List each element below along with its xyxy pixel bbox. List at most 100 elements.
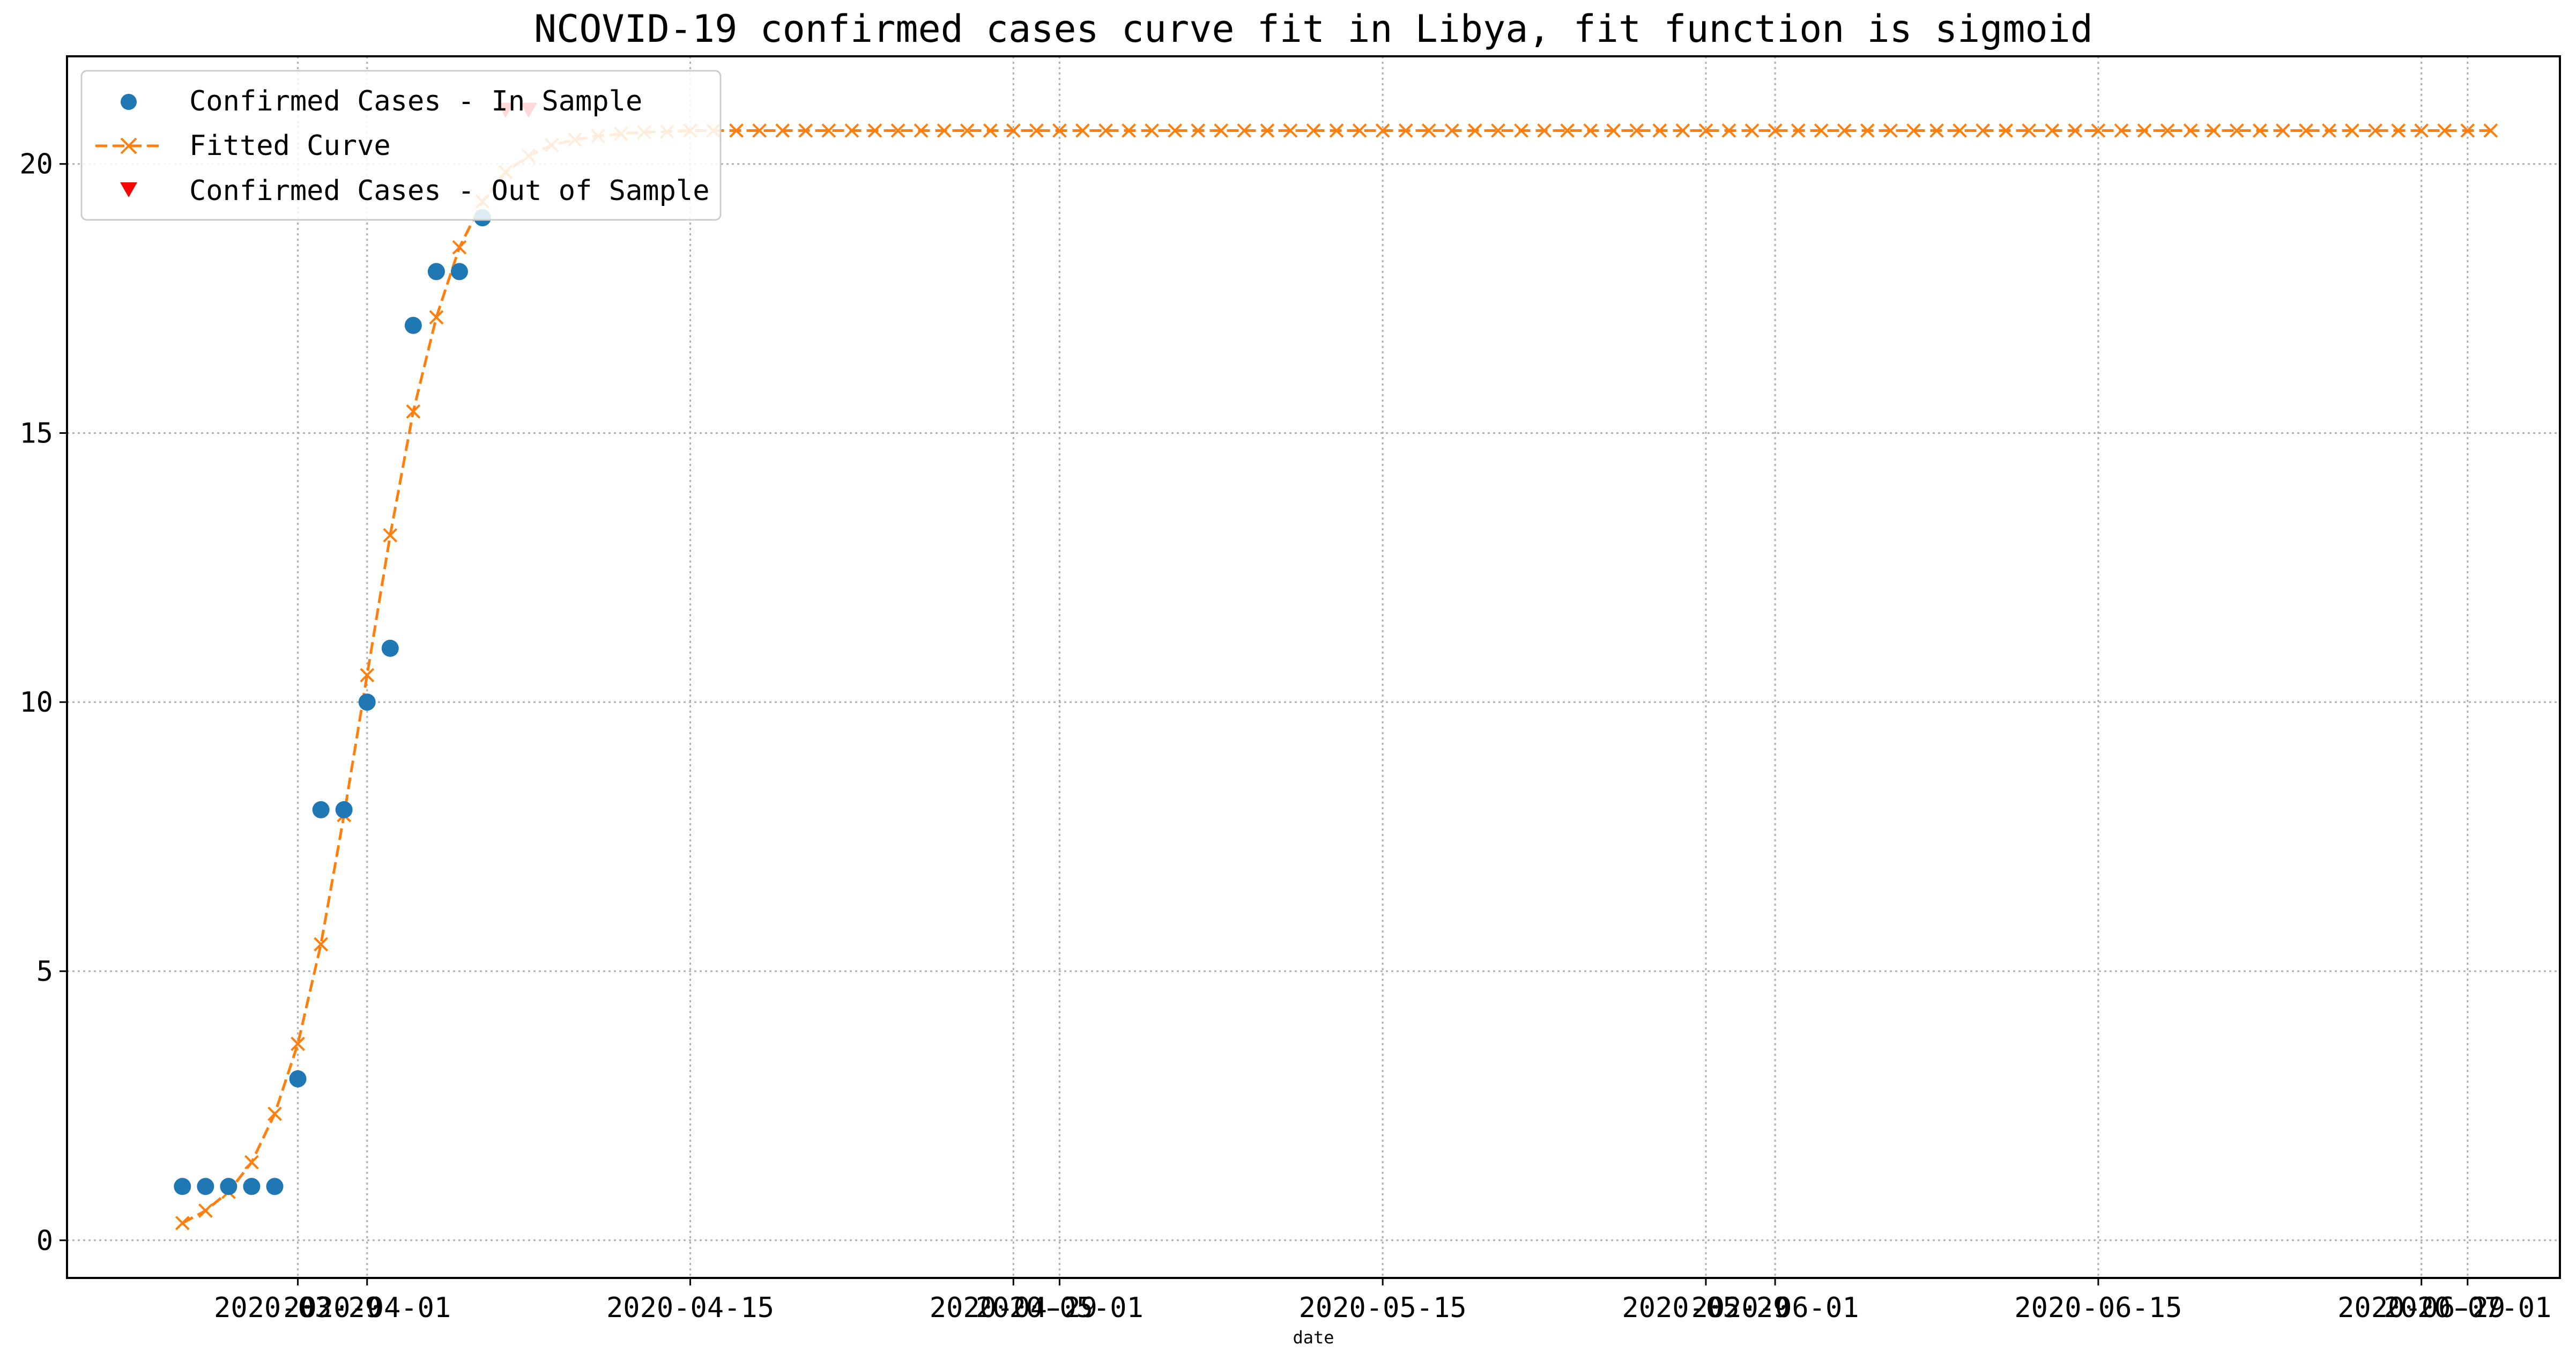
fitted-curve-point <box>2252 123 2267 138</box>
fitted-curve-point <box>1467 123 1482 138</box>
fitted-curve-point <box>1652 123 1667 138</box>
fitted-curve-point <box>867 123 882 138</box>
fitted-curve-point <box>1283 123 1298 138</box>
fitted-curve-point <box>1122 123 1136 138</box>
legend-entry-fitted: Fitted Curve <box>95 130 391 162</box>
fitted-curve-point <box>1906 123 1921 138</box>
legend-label-in-sample: Confirmed Cases - In Sample <box>189 85 642 117</box>
fitted-curve-point <box>1791 123 1806 138</box>
fitted-curve-point <box>360 668 375 683</box>
fitted-curve-point <box>2183 123 2198 138</box>
fitted-curve-point <box>1721 123 1736 138</box>
in-sample-point <box>220 1178 237 1195</box>
fitted-curve-point <box>821 123 836 138</box>
fitted-curve-point <box>406 404 421 419</box>
fitted-curve-point <box>1421 123 1436 138</box>
fitted-curve-point <box>175 1216 190 1231</box>
fitted-curve-point <box>383 528 398 543</box>
fitted-curve-point <box>1306 123 1321 138</box>
legend-marker-circle <box>121 94 137 110</box>
y-tick-label: 20 <box>19 149 53 181</box>
fitted-curve-point <box>1560 123 1575 138</box>
fitted-curve-point <box>1675 123 1690 138</box>
fitted-curve-point <box>198 1203 213 1218</box>
fitted-curve-point <box>1606 123 1621 138</box>
fitted-curve-point <box>1145 123 1160 138</box>
fitted-curve-point <box>960 123 975 138</box>
fitted-curve-point <box>1029 123 1044 138</box>
fitted-curve-point <box>844 123 859 138</box>
legend-entry-out-of-sample: Confirmed Cases - Out of Sample <box>120 175 710 207</box>
fitted-curve-point <box>2114 123 2129 138</box>
x-tick-label: 2020-03-29 <box>214 1292 382 1324</box>
y-tick-label: 0 <box>36 1225 53 1257</box>
in-sample-series <box>174 209 491 1195</box>
x-tick-label: 2020-05-15 <box>1299 1292 1467 1324</box>
x-tick-label: 2020-06-15 <box>2014 1292 2182 1324</box>
fitted-curve-line <box>182 129 2491 1224</box>
y-tick-label: 5 <box>36 956 53 988</box>
fitted-curve-point <box>1860 123 1875 138</box>
legend-marker-x <box>120 137 137 154</box>
fitted-curve-point <box>1191 123 1206 138</box>
fitted-curve-series <box>175 123 2498 1231</box>
x-tick-label: 2020-05-01 <box>976 1292 1144 1324</box>
in-sample-point <box>243 1178 261 1195</box>
fitted-curve-point <box>890 123 905 138</box>
fitted-curve-point <box>1976 123 1991 138</box>
in-sample-point <box>381 639 399 657</box>
in-sample-point <box>427 263 445 280</box>
fitted-curve-point <box>452 240 467 255</box>
in-sample-point <box>404 316 422 334</box>
fitted-curve-point <box>2068 123 2083 138</box>
fitted-curve-point <box>1698 123 1713 138</box>
fitted-curve-point <box>1214 123 1229 138</box>
fitted-curve-point <box>729 123 744 138</box>
x-tick-label: 2020-04-29 <box>930 1292 1097 1324</box>
legend-label-fitted: Fitted Curve <box>189 130 391 162</box>
fitted-curve-point <box>1883 123 1898 138</box>
fitted-curve-point <box>2368 123 2382 138</box>
x-axis-label: date <box>1293 1327 1334 1348</box>
fitted-curve-point <box>1444 123 1459 138</box>
fitted-curve-point <box>1491 123 1505 138</box>
fitted-curve-point <box>1744 123 1760 138</box>
fitted-curve-point <box>1929 123 1944 138</box>
fitted-curve-point <box>1583 123 1598 138</box>
fitted-curve-point <box>1237 123 1252 138</box>
y-axis: 0 5 10 15 20 <box>19 149 67 1257</box>
fitted-curve-point <box>1814 123 1829 138</box>
fitted-curve-point <box>937 123 952 138</box>
fitted-curve-point <box>2298 123 2313 138</box>
fitted-curve-point <box>1837 123 1852 138</box>
fitted-curve-point <box>2483 123 2498 138</box>
legend-label-out-of-sample: Confirmed Cases - Out of Sample <box>189 175 710 207</box>
x-tick-label: 2020-06-01 <box>1691 1292 1859 1324</box>
fitted-curve-point <box>2229 123 2244 138</box>
fitted-curve-point <box>914 123 929 138</box>
fitted-curve-point <box>1375 123 1390 138</box>
legend-entry-in-sample: Confirmed Cases - In Sample <box>121 85 642 117</box>
fitted-curve-point <box>1398 123 1413 138</box>
fitted-curve-point <box>2437 123 2452 138</box>
fitted-curve-point <box>1098 123 1113 138</box>
in-sample-point <box>174 1178 191 1195</box>
fitted-curve-point <box>1768 123 1783 138</box>
fitted-curve-point <box>2322 123 2336 138</box>
y-tick-label: 10 <box>19 686 53 719</box>
fitted-curve-point <box>1006 123 1021 138</box>
x-tick-label: 2020-04-01 <box>283 1292 451 1324</box>
in-sample-point <box>358 693 376 711</box>
fitted-curve-point <box>2091 123 2106 138</box>
fitted-curve-point <box>1953 123 1967 138</box>
fitted-curve-point <box>2022 123 2037 138</box>
fitted-curve-point <box>1260 123 1275 138</box>
fitted-curve-point <box>2391 123 2406 138</box>
fitted-curve-point <box>268 1106 282 1121</box>
fitted-curve-point <box>1352 123 1367 138</box>
fitted-curve-point <box>2345 123 2359 138</box>
legend-box <box>80 70 722 221</box>
fitted-curve-point <box>752 123 767 138</box>
